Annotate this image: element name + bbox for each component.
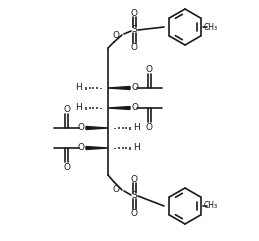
Text: O: O — [146, 65, 153, 74]
Text: H: H — [134, 143, 140, 153]
Text: CH₃: CH₃ — [204, 22, 218, 32]
Text: O: O — [146, 122, 153, 132]
Text: O: O — [131, 42, 138, 52]
Polygon shape — [108, 107, 130, 109]
Text: O: O — [63, 105, 70, 114]
Text: S: S — [131, 192, 137, 201]
Text: O: O — [131, 174, 138, 183]
Text: O: O — [77, 123, 84, 133]
Text: S: S — [131, 26, 137, 34]
Text: H: H — [76, 103, 82, 113]
Text: O: O — [131, 8, 138, 18]
Text: H: H — [134, 123, 140, 133]
Text: H: H — [76, 83, 82, 93]
Polygon shape — [86, 147, 108, 149]
Text: O: O — [63, 162, 70, 172]
Text: CH₃: CH₃ — [204, 201, 218, 210]
Text: O: O — [132, 83, 139, 93]
Polygon shape — [108, 87, 130, 89]
Polygon shape — [86, 127, 108, 129]
Text: O: O — [77, 143, 84, 153]
Text: O: O — [132, 103, 139, 113]
Text: O: O — [112, 31, 119, 40]
Text: O: O — [131, 208, 138, 217]
Text: O: O — [112, 186, 119, 194]
